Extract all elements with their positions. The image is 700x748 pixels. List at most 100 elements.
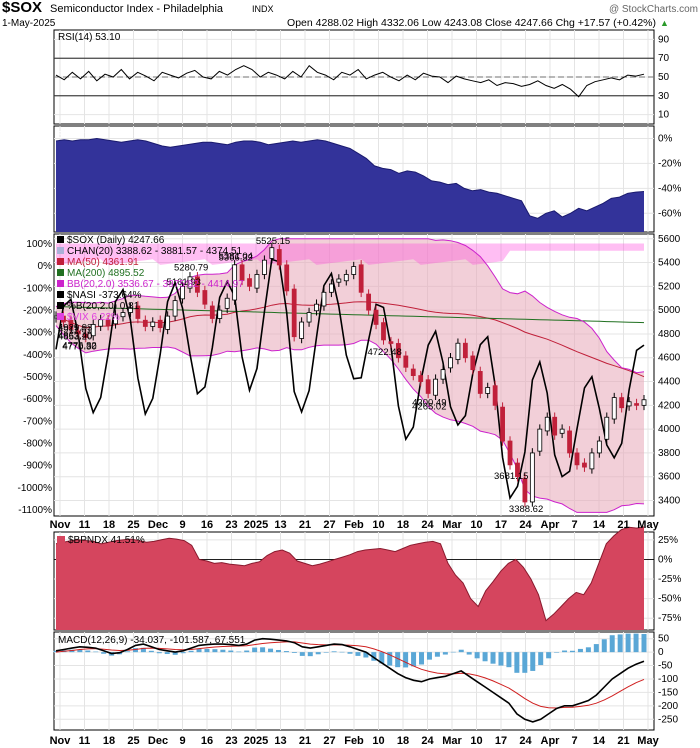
price-tick-label: 5200 xyxy=(658,281,681,292)
legend-swatch xyxy=(57,236,64,243)
price-annotation: 4770.30 xyxy=(62,342,96,353)
candle-body xyxy=(507,440,513,466)
nasi-tick-label: -400% xyxy=(23,350,52,361)
naa-legend: $NAA200R -42.53% xyxy=(58,130,148,141)
bpndx-tick-label: -25% xyxy=(658,574,681,585)
candle-body xyxy=(105,319,111,327)
macd-histogram-bar xyxy=(474,652,480,659)
macd-histogram-bar xyxy=(411,652,417,667)
x-axis-label: 14 xyxy=(593,519,606,531)
macd-histogram-bar xyxy=(426,652,432,660)
nasi-tick-label: 100% xyxy=(26,239,52,250)
bpndx-tick-label: 0% xyxy=(658,554,673,565)
candle-body xyxy=(343,274,349,282)
naa-tick-label: -20% xyxy=(658,158,681,169)
candle-body xyxy=(604,416,610,440)
x-axis-label: Feb xyxy=(344,519,364,531)
macd-histogram-bar xyxy=(593,644,599,653)
bpndx-tick-label: -50% xyxy=(658,594,681,605)
nasi-tick-label: -900% xyxy=(23,461,52,472)
macd-tick-label: -150 xyxy=(658,687,678,698)
x-axis-label: 23 xyxy=(225,735,237,747)
naa-line xyxy=(55,137,645,219)
x-axis-label: 7 xyxy=(571,519,577,531)
x-axis-label: 13 xyxy=(274,735,286,747)
x-axis-label: 18 xyxy=(397,735,409,747)
price-tick-label: 4400 xyxy=(658,377,681,388)
price-annotation: 4722.48 xyxy=(367,347,401,358)
legend-swatch xyxy=(57,247,64,254)
candle-body xyxy=(395,343,401,359)
x-axis-label: 17 xyxy=(495,519,507,531)
candle-body xyxy=(75,330,81,335)
candle-body xyxy=(403,355,409,368)
macd-histogram-bar xyxy=(530,652,536,671)
price-tick-label: 4200 xyxy=(658,400,681,411)
nasi-tick-label: 0% xyxy=(38,261,53,272)
x-axis-label: 21 xyxy=(299,735,311,747)
chart-date: 1-May-2025 xyxy=(2,18,56,29)
candle-body xyxy=(492,385,498,406)
candle-body xyxy=(567,430,572,454)
candle-body xyxy=(440,369,446,380)
price-annotation: 4863.40 xyxy=(58,330,92,341)
x-axis-label: 24 xyxy=(421,735,434,747)
x-axis-label: Dec xyxy=(148,519,168,531)
x-axis-label: 18 xyxy=(103,519,115,531)
x-axis-label: 24 xyxy=(421,519,434,531)
price-annotation: 5161.93 xyxy=(167,277,201,288)
price-legend-item: $SOX (Daily) 4247.66 xyxy=(67,235,165,246)
legend-swatch xyxy=(57,269,64,276)
rsi-tick-label: 70 xyxy=(658,53,670,64)
macd-histogram-bar xyxy=(268,648,274,653)
bpndx-line xyxy=(55,526,645,622)
macd-histogram-bar xyxy=(442,652,448,655)
legend-swatch xyxy=(57,258,64,265)
macd-histogram-bar xyxy=(355,652,361,656)
x-axis-label: 17 xyxy=(495,735,507,747)
macd-histogram-bar xyxy=(498,652,504,666)
candle-body xyxy=(537,428,543,452)
rsi-tick-label: 30 xyxy=(658,91,670,102)
price-annotation: 5280.79 xyxy=(174,263,208,274)
macd-histogram-bar xyxy=(132,648,138,653)
candle-body xyxy=(284,264,290,292)
candle-body xyxy=(142,319,148,327)
candle-body xyxy=(306,312,312,323)
candle-body xyxy=(262,259,267,275)
x-axis-label: 10 xyxy=(470,735,482,747)
price-tick-label: 5000 xyxy=(658,305,681,316)
legend-swatch xyxy=(57,291,64,298)
candle-body xyxy=(180,285,185,300)
x-axis-label: 10 xyxy=(372,735,384,747)
nasi-tick-label: -800% xyxy=(23,439,52,450)
macd-histogram-bar xyxy=(164,652,170,655)
x-axis-label: 11 xyxy=(79,735,91,747)
x-axis-label: Apr xyxy=(541,735,561,747)
chart-content xyxy=(53,57,654,723)
x-axis-label: 16 xyxy=(201,735,213,747)
macd-histogram-bar xyxy=(291,652,297,653)
legend-swatch xyxy=(57,280,64,287)
rsi-line xyxy=(55,64,645,98)
naa-tick-label: 0% xyxy=(658,133,673,144)
price-tick-label: 5400 xyxy=(658,258,681,269)
macd-tick-label: 0 xyxy=(658,647,664,658)
price-annotation: 4776.82 xyxy=(62,341,96,352)
macd-histogram-bar xyxy=(633,633,639,653)
candle-body xyxy=(90,324,96,337)
naa-area xyxy=(56,138,644,232)
price-legend-item: MA(50) 4361.91 xyxy=(67,257,139,268)
price-legend-item: MA(200) 4895.52 xyxy=(67,268,145,279)
candle-body xyxy=(314,303,319,312)
macd-histogram-bar xyxy=(93,651,99,653)
x-axis-label: 14 xyxy=(593,735,606,747)
price-tick-label: 4600 xyxy=(658,353,681,364)
macd-histogram-bar xyxy=(260,647,266,653)
legend-swatch xyxy=(57,302,64,309)
candle-body xyxy=(552,416,558,436)
candle-body xyxy=(477,371,483,394)
macd-histogram-bar xyxy=(212,649,218,653)
candle-body xyxy=(83,333,89,338)
